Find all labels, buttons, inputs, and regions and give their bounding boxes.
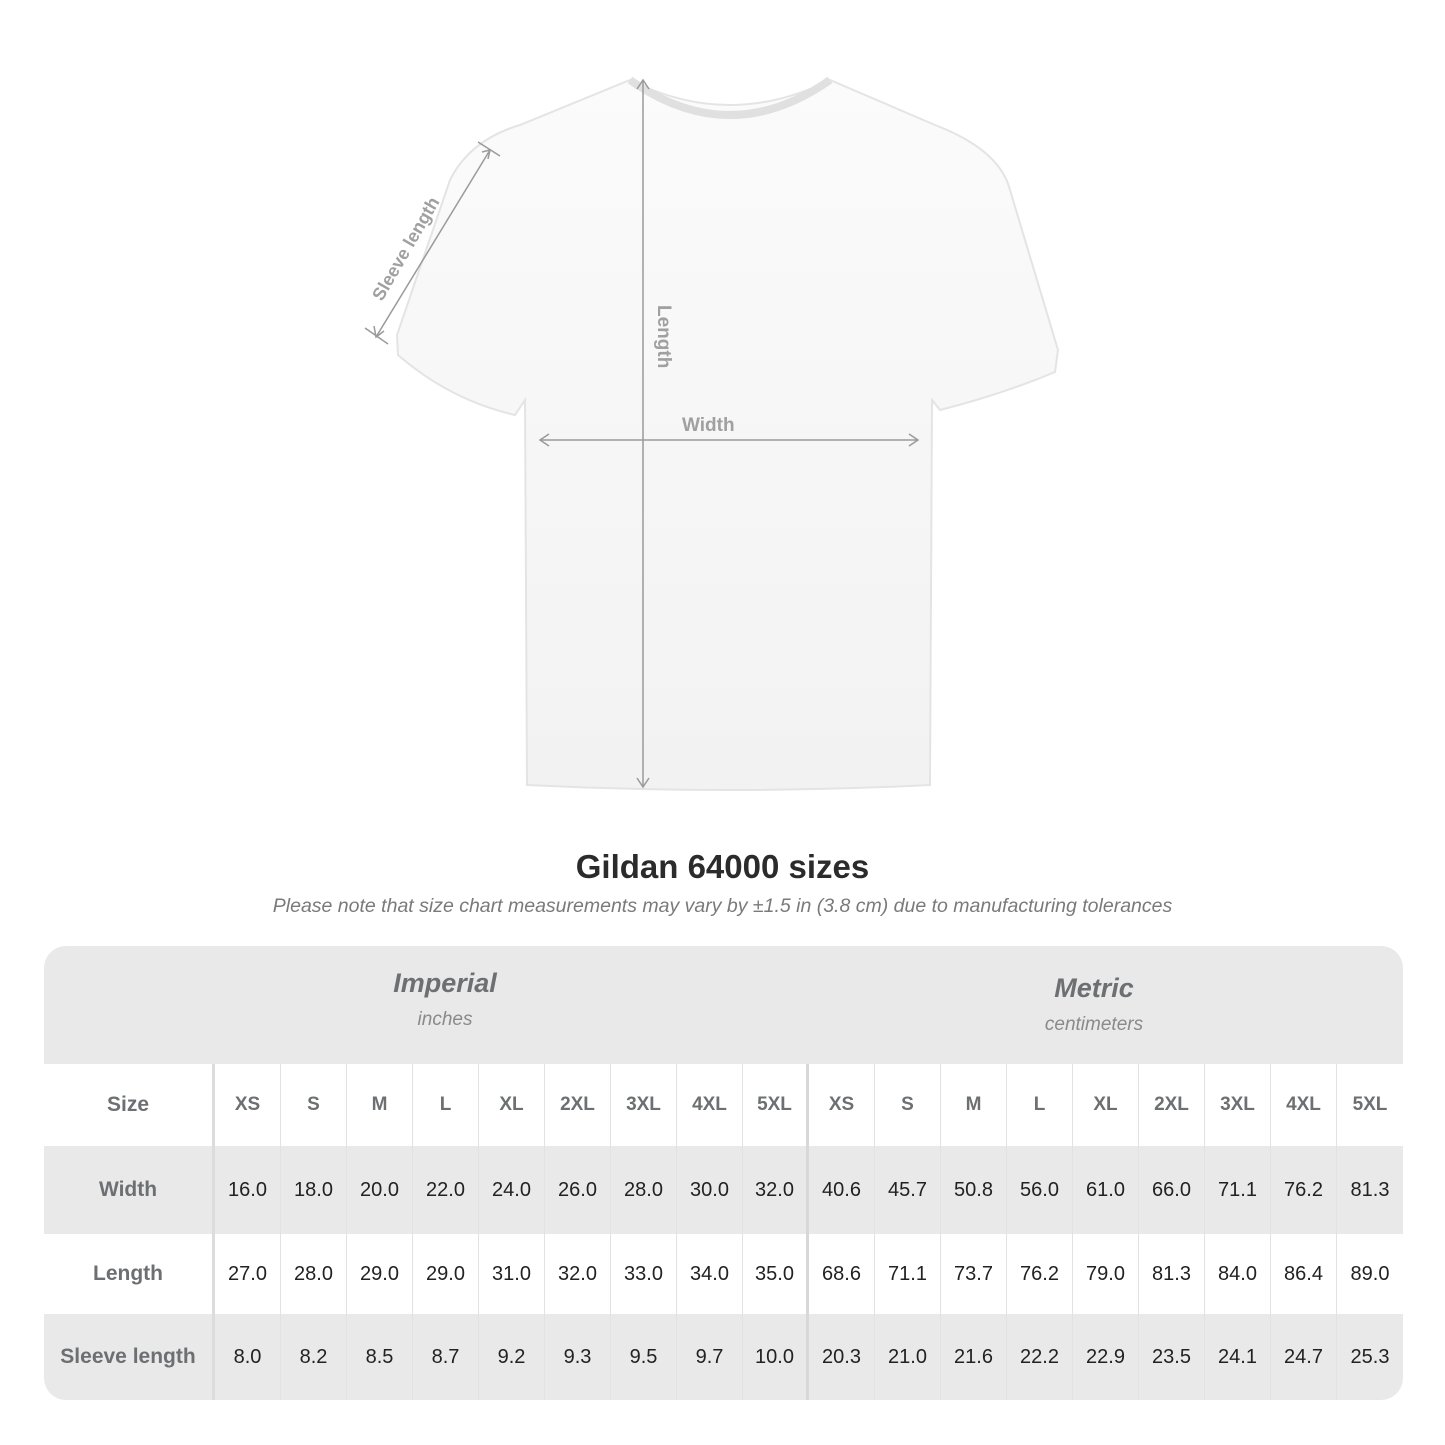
imperial-unit: inches — [417, 1009, 473, 1030]
metric-size-header: 2XL — [1139, 1064, 1205, 1146]
metric-value-cell: 21.6 — [941, 1314, 1007, 1400]
metric-header: Metric centimeters — [864, 973, 1324, 1036]
tolerance-note: Please note that size chart measurements… — [272, 895, 1173, 917]
metric-value-cell: 40.6 — [809, 1146, 875, 1234]
metric-value-cell: 86.4 — [1271, 1234, 1337, 1314]
metric-size-header: L — [1007, 1064, 1073, 1146]
metric-value-cell: 61.0 — [1073, 1146, 1139, 1234]
metric-value-cell: 66.0 — [1139, 1146, 1205, 1234]
unit-header: Imperial inches Metric centimeters — [44, 946, 1403, 1064]
metric-size-header: M — [941, 1064, 1007, 1146]
imperial-value-cell: 29.0 — [347, 1234, 413, 1314]
metric-title: Metric — [1054, 973, 1134, 1003]
imperial-value-cell: 31.0 — [479, 1234, 545, 1314]
imperial-size-header: 4XL — [677, 1064, 743, 1146]
imperial-title: Imperial — [393, 968, 497, 998]
imperial-value-cell: 33.0 — [611, 1234, 677, 1314]
metric-value-cell: 22.9 — [1073, 1314, 1139, 1400]
imperial-size-header: 2XL — [545, 1064, 611, 1146]
imperial-value-cell: 18.0 — [281, 1146, 347, 1234]
imperial-value-cell: 16.0 — [215, 1146, 281, 1234]
row-label: Sleeve length — [44, 1314, 215, 1400]
metric-size-header: XL — [1073, 1064, 1139, 1146]
size-table: Imperial inches Metric centimeters Size X… — [44, 946, 1403, 1400]
table-row: Width 16.0 18.0 20.0 22.0 24.0 26.0 28.0 30.0 32.… — [44, 1146, 1403, 1234]
metric-value-cell: 68.6 — [809, 1234, 875, 1314]
row-label: Size — [44, 1064, 215, 1146]
metric-value-cell: 81.3 — [1139, 1234, 1205, 1314]
imperial-value-cell: 8.7 — [413, 1314, 479, 1400]
metric-size-header: 4XL — [1271, 1064, 1337, 1146]
imperial-size-header: XL — [479, 1064, 545, 1146]
imperial-value-cell: 27.0 — [215, 1234, 281, 1314]
sleeve-measure-line — [375, 149, 491, 338]
imperial-value-cell: 29.0 — [413, 1234, 479, 1314]
metric-value-cell: 25.3 — [1350, 1345, 1390, 1368]
metric-value-cell: 23.5 — [1139, 1314, 1205, 1400]
imperial-value-cell: 22.0 — [413, 1146, 479, 1234]
metric-value-cell: 76.2 — [1007, 1234, 1073, 1314]
metric-value-cell: 45.7 — [875, 1146, 941, 1234]
chart-title: Gildan 64000 sizes — [575, 848, 870, 885]
neckline — [627, 76, 833, 119]
imperial-value-cell: 34.0 — [677, 1234, 743, 1314]
metric-value-cell: 71.1 — [1205, 1146, 1271, 1234]
imperial-value-cell: 8.5 — [347, 1314, 413, 1400]
metric-value-cell: 73.7 — [941, 1234, 1007, 1314]
imperial-value-cell: 10.0 — [743, 1314, 809, 1400]
imperial-value-cell: 26.0 — [545, 1146, 611, 1234]
metric-value-cell: 89.0 — [1350, 1262, 1390, 1285]
metric-unit: centimeters — [1044, 1014, 1144, 1035]
imperial-value-cell: 28.0 — [281, 1234, 347, 1314]
imperial-size-header: S — [281, 1064, 347, 1146]
metric-value-cell: 24.1 — [1205, 1314, 1271, 1400]
table-row: Length 27.0 28.0 29.0 29.0 31.0 32.0 33.0 34.0 35… — [44, 1234, 1403, 1314]
metric-size-header: 5XL — [1352, 1094, 1388, 1115]
metric-value-cell: 56.0 — [1007, 1146, 1073, 1234]
imperial-size-header: 5XL — [743, 1064, 809, 1146]
imperial-value-cell: 20.0 — [347, 1146, 413, 1234]
row-label: Width — [44, 1146, 215, 1234]
metric-value-cell: 76.2 — [1271, 1146, 1337, 1234]
imperial-value-cell: 35.0 — [743, 1234, 809, 1314]
metric-value-cell: 20.3 — [809, 1314, 875, 1400]
metric-value-cell: 50.8 — [941, 1146, 1007, 1234]
tshirt-shape — [395, 78, 1060, 791]
imperial-value-cell: 9.7 — [677, 1314, 743, 1400]
row-label: Length — [44, 1234, 215, 1314]
imperial-value-cell: 30.0 — [677, 1146, 743, 1234]
imperial-size-header: 3XL — [611, 1064, 677, 1146]
imperial-value-cell: 24.0 — [479, 1146, 545, 1234]
tshirt-diagram: Sleeve length Length Width — [364, 76, 1060, 791]
imperial-size-header: XS — [215, 1064, 281, 1146]
imperial-value-cell: 8.0 — [215, 1314, 281, 1400]
metric-size-header: S — [875, 1064, 941, 1146]
metric-size-header: XS — [809, 1064, 875, 1146]
length-label: Length — [653, 305, 674, 368]
table-row: Sleeve length 8.0 8.2 8.5 8.7 9.2 9.3 9.5 9.7 10.… — [44, 1314, 1403, 1400]
metric-value-cell: 71.1 — [875, 1234, 941, 1314]
metric-size-header: 3XL — [1205, 1064, 1271, 1146]
imperial-header: Imperial inches — [215, 968, 675, 1031]
metric-value-cell: 81.3 — [1350, 1178, 1390, 1201]
imperial-size-header: M — [347, 1064, 413, 1146]
imperial-value-cell: 9.5 — [611, 1314, 677, 1400]
size-header-row: Size XS S M L XL 2XL 3XL 4XL 5XL XS S M L XL 2XL 3XL 4XL 5… — [44, 1064, 1403, 1146]
metric-value-cell: 79.0 — [1073, 1234, 1139, 1314]
imperial-value-cell: 28.0 — [611, 1146, 677, 1234]
imperial-value-cell: 8.2 — [281, 1314, 347, 1400]
imperial-size-header: L — [413, 1064, 479, 1146]
imperial-value-cell: 32.0 — [545, 1234, 611, 1314]
metric-value-cell: 84.0 — [1205, 1234, 1271, 1314]
metric-value-cell: 21.0 — [875, 1314, 941, 1400]
imperial-value-cell: 9.3 — [545, 1314, 611, 1400]
metric-value-cell: 22.2 — [1007, 1314, 1073, 1400]
metric-value-cell: 24.7 — [1271, 1314, 1337, 1400]
width-label: Width — [682, 415, 735, 436]
imperial-value-cell: 32.0 — [743, 1146, 809, 1234]
imperial-value-cell: 9.2 — [479, 1314, 545, 1400]
